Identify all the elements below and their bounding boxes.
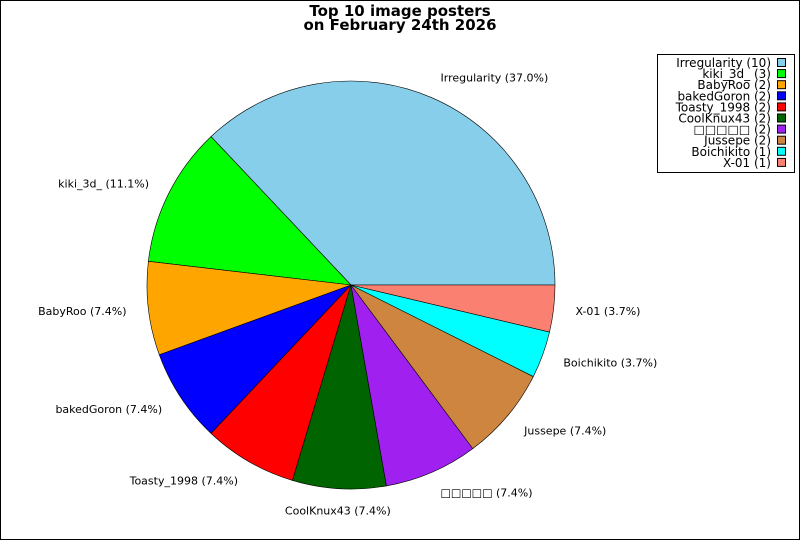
legend-swatch-2 xyxy=(777,80,786,90)
legend-entry-6: □□□□□ (2) xyxy=(693,123,771,137)
slice-label-6: □□□□□ (7.4%) xyxy=(441,487,533,500)
slice-label-0: Irregularity (37.0%) xyxy=(441,71,549,84)
slice-label-1: kiki_3d_ (11.1%) xyxy=(58,178,149,191)
legend-entry-3: bakedGoron (2) xyxy=(677,89,771,103)
legend-swatch-5 xyxy=(777,113,786,123)
legend-entry-9: X-01 (1) xyxy=(723,156,771,170)
legend-swatch-0 xyxy=(777,58,786,67)
slice-label-5: CoolKnux43 (7.4%) xyxy=(285,505,391,518)
pie-slice-9 xyxy=(350,284,556,333)
slice-label-2: BabyRoo (7.4%) xyxy=(38,305,126,318)
slice-label-8: Boichikito (3.7%) xyxy=(563,356,657,369)
legend-entry-5: CoolKnux43 (2) xyxy=(678,112,771,126)
legend-entry-4: Toasty_1998 (2) xyxy=(675,100,771,114)
legend-swatch-3 xyxy=(777,91,786,101)
pie-slice-1 xyxy=(148,136,352,286)
legend-entry-7: Jussepe (2) xyxy=(703,134,771,148)
slice-label-7: Jussepe (7.4%) xyxy=(523,424,606,437)
slice-label-4: Toasty_1998 (7.4%) xyxy=(129,475,238,488)
legend-swatch-6 xyxy=(777,124,786,134)
legend-swatch-4 xyxy=(777,102,786,112)
legend-swatch-7 xyxy=(777,135,786,145)
legend-entry-1: kiki_3d_ (3) xyxy=(702,67,771,81)
chart-title-line-2: on February 24th 2026 xyxy=(303,16,496,34)
legend-swatch-8 xyxy=(777,146,786,156)
legend-swatch-1 xyxy=(777,69,786,79)
slice-label-9: X-01 (3.7%) xyxy=(575,305,640,318)
pie-slice-0 xyxy=(210,80,556,286)
chart-title-line-1: Top 10 image posters xyxy=(309,2,490,20)
legend-swatch-9 xyxy=(777,157,786,167)
legend-entry-8: Boichikito (1) xyxy=(691,145,771,159)
legend-box xyxy=(657,54,795,173)
slice-label-3: bakedGoron (7.4%) xyxy=(55,403,162,416)
legend-entry-2: BabyRoo (2) xyxy=(697,78,771,92)
legend-entry-0: Irregularity (10) xyxy=(676,56,771,70)
